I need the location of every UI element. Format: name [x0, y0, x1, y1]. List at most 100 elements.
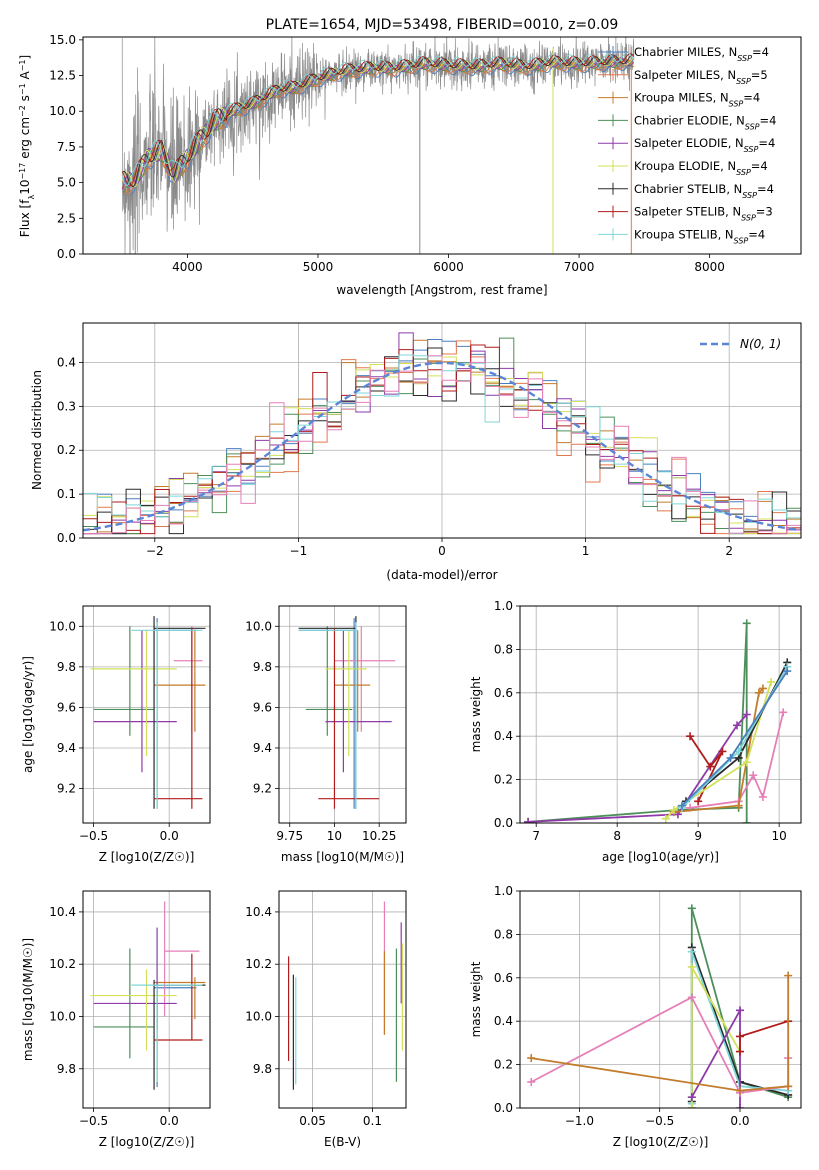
y-tick-label: 9.4 [253, 741, 272, 755]
data-point-marker [754, 688, 763, 697]
y-tick-label: 9.8 [57, 1062, 76, 1076]
x-axis-label: age [log10(age/yr)] [602, 850, 719, 864]
y-axis-label: Normed distribution [30, 370, 44, 490]
y-tick-label: 0.6 [494, 686, 513, 700]
chart-2: −0.5 0.0 9.2 9.4 9.6 9.8 10.0 Z [log10(Z/Z☉)] ag… [21, 605, 211, 864]
y-tick-label: 0.0 [57, 247, 76, 261]
chart-1: −2 −1 0 1 2 0.0 0.1 0.2 0.3 0.4 (data-model)/error… [30, 322, 802, 582]
y-tick-label: 0.2 [57, 443, 76, 457]
y-tick-label: 10.0 [49, 619, 76, 633]
plot-marks [90, 901, 206, 1090]
axes-frame [82, 322, 802, 539]
data-point-marker [735, 1047, 744, 1056]
y-tick-label: 0.2 [494, 1058, 513, 1072]
x-axis-label: mass [log10(M/M☉)] [281, 850, 404, 864]
data-point-marker [687, 947, 696, 956]
x-tick-label: 8 [613, 829, 621, 843]
series-line [665, 681, 772, 820]
y-tick-label: 0.3 [57, 399, 76, 413]
series-line [673, 687, 764, 813]
x-axis-label: Z [log10(Z/Z☉)] [99, 850, 195, 864]
data-point-marker [686, 732, 695, 741]
data-point-marker [687, 904, 696, 913]
y-tick-label: 0.8 [494, 927, 513, 941]
axes-frame [278, 890, 407, 1109]
axes-frame [82, 605, 211, 824]
legend-entry: Chabrier MILES, NSSP=4 [634, 45, 769, 63]
y-tick-label: 0.0 [57, 531, 76, 545]
model-spectrum-line [121, 52, 634, 187]
y-tick-label: 1.0 [494, 884, 513, 898]
legend-entry: N(0, 1) [740, 337, 781, 351]
data-point-marker [742, 710, 751, 719]
plot-marks [121, 37, 635, 254]
data-point-marker [735, 1086, 744, 1095]
data-point-marker [726, 753, 735, 762]
data-point-marker [758, 684, 767, 693]
data-point-marker [784, 971, 793, 980]
plot-marks [524, 619, 792, 823]
plot-marks [298, 616, 396, 809]
y-axis-label: mass [log10(M/M☉)] [21, 938, 35, 1061]
data-point-marker [734, 747, 743, 756]
x-tick-label: −1 [290, 544, 308, 558]
data-point-marker [742, 819, 751, 823]
y-tick-label: 9.4 [57, 741, 76, 755]
y-tick-label: 10.0 [245, 1009, 272, 1023]
x-tick-label: 1 [582, 544, 590, 558]
chart-0: 4000 5000 6000 7000 8000 0.0 2.5 5.0 7.5 10.0 12.5… [18, 17, 802, 297]
legend-entry: Chabrier STELIB, NSSP=4 [634, 182, 774, 200]
model-spectrum-line [122, 61, 634, 194]
y-tick-label: 10.2 [49, 957, 76, 971]
data-point-marker [783, 667, 792, 676]
x-axis-label: Z [log10(Z/Z☉)] [99, 1135, 195, 1149]
legend-entry: Salpeter MILES, NSSP=5 [634, 68, 768, 86]
axes-frame [519, 890, 802, 1109]
x-tick-label: 2 [725, 544, 733, 558]
data-point-marker [677, 801, 686, 810]
x-tick-label: 9 [694, 829, 702, 843]
x-tick-label: 10.25 [362, 829, 396, 843]
y-tick-label: 9.8 [253, 660, 272, 674]
y-tick-label: 10.0 [49, 1009, 76, 1023]
data-point-marker [734, 801, 743, 810]
x-tick-label: 0.1 [363, 1114, 382, 1128]
plot-marks [527, 904, 793, 1108]
legend-entry: Salpeter ELODIE, NSSP=4 [634, 136, 775, 154]
y-tick-label: 9.6 [57, 700, 76, 714]
x-tick-label: 7000 [564, 260, 595, 274]
x-axis-label: Z [log10(Z/Z☉)] [613, 1135, 709, 1149]
data-point-marker [767, 677, 776, 686]
y-tick-label: 9.2 [57, 782, 76, 796]
data-point-marker [669, 805, 678, 814]
plot-marks [83, 332, 801, 535]
plot-area [520, 891, 801, 1108]
series-line [689, 735, 724, 802]
axes-frame [82, 36, 802, 255]
data-point-marker [742, 758, 751, 767]
series-line [528, 713, 748, 823]
observed-spectrum [121, 37, 635, 254]
data-point-marker [735, 1104, 744, 1108]
y-axis-label: Flux [fλ10−17 erg cm−2 s−1 A−1] [18, 55, 36, 237]
y-tick-label: 7.5 [57, 140, 76, 154]
x-tick-label: 5000 [303, 260, 334, 274]
data-point-marker [661, 814, 670, 823]
x-tick-label: 6000 [433, 260, 464, 274]
y-axis-label: mass weight [469, 961, 483, 1037]
axes-frame [519, 605, 802, 824]
x-tick-label: −1.0 [565, 1114, 594, 1128]
y-tick-label: 0.0 [494, 1101, 513, 1115]
data-point-marker [527, 1054, 536, 1063]
legend-entry: Kroupa STELIB, NSSP=4 [634, 227, 765, 245]
model-spectrum-line [122, 58, 634, 193]
plot-marks [90, 616, 206, 809]
x-tick-label: 7 [532, 829, 540, 843]
y-tick-label: 12.5 [49, 69, 76, 83]
legend-entry: Kroupa MILES, NSSP=4 [634, 91, 760, 109]
data-point-marker [687, 962, 696, 971]
data-point-marker [779, 708, 788, 717]
data-point-marker [524, 817, 533, 823]
plot-area [279, 606, 406, 823]
data-point-marker [749, 771, 758, 780]
